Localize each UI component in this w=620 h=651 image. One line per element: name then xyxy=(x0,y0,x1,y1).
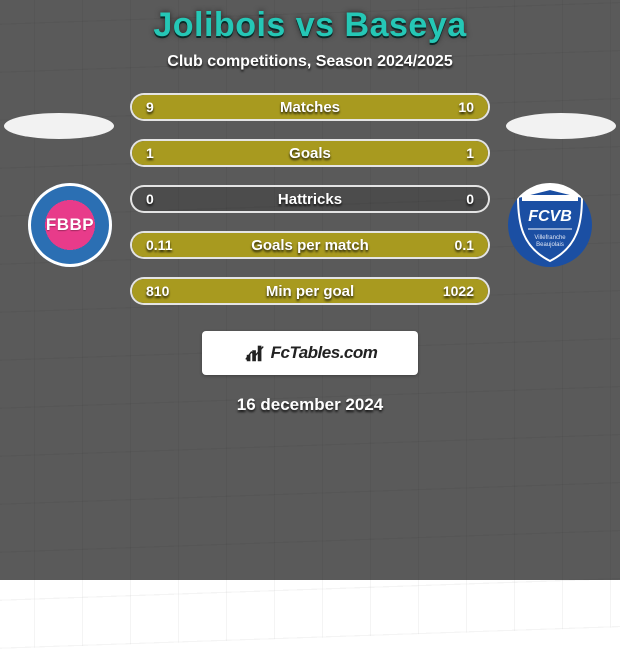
stat-label: Matches xyxy=(280,99,340,116)
svg-text:FCVB: FCVB xyxy=(528,208,572,225)
stat-value-left: 810 xyxy=(146,283,169,299)
stat-label: Goals per match xyxy=(251,237,369,254)
club-logo-right: FCVB Villefranche Beaujolais xyxy=(508,183,592,267)
stat-value-left: 9 xyxy=(146,99,154,115)
stat-value-right: 1022 xyxy=(443,283,474,299)
comparison-infographic: Jolibois vs Baseya Club competitions, Se… xyxy=(0,0,620,580)
stat-fill-left xyxy=(132,141,310,165)
shield-icon: FCVB Villefranche Beaujolais xyxy=(508,183,592,267)
stat-value-right: 0.1 xyxy=(455,237,474,253)
player-photo-right-placeholder xyxy=(506,113,616,139)
club-abbr-left: FBBP xyxy=(46,215,94,235)
stat-value-right: 10 xyxy=(458,99,474,115)
stat-label: Min per goal xyxy=(266,283,354,300)
stat-fill-right xyxy=(310,141,488,165)
stat-row: 810 1022 Min per goal xyxy=(130,277,490,305)
stat-value-left: 0.11 xyxy=(146,237,172,253)
stat-value-right: 1 xyxy=(466,145,474,161)
attribution-badge: FcTables.com xyxy=(202,331,418,375)
player-photo-left-placeholder xyxy=(4,113,114,139)
attribution-text: FcTables.com xyxy=(271,343,378,363)
stat-row: 1 1 Goals xyxy=(130,139,490,167)
svg-text:Villefranche: Villefranche xyxy=(534,235,566,241)
club-logo-left: FBBP xyxy=(28,183,112,267)
subtitle: Club competitions, Season 2024/2025 xyxy=(0,53,620,71)
stat-row: 9 10 Matches xyxy=(130,93,490,121)
stat-value-right: 0 xyxy=(466,191,474,207)
stat-fill-left xyxy=(132,95,299,119)
bar-chart-icon xyxy=(243,342,267,364)
svg-text:Beaujolais: Beaujolais xyxy=(536,242,564,248)
stat-label: Goals xyxy=(289,145,331,162)
content-area: FBBP FCVB Villefranche Beaujolais 910Mat… xyxy=(0,93,620,415)
date-label: 16 december 2024 xyxy=(0,395,620,415)
page-title: Jolibois vs Baseya xyxy=(0,6,620,45)
stat-value-left: 0 xyxy=(146,191,154,207)
stats-list: 9 10 Matches 1 1 Goals 0 0 Hattricks 0.11 0.1 Goals… xyxy=(130,93,490,305)
stat-row: 0.11 0.1 Goals per match xyxy=(130,231,490,259)
stat-value-left: 1 xyxy=(146,145,154,161)
stat-label: Hattricks xyxy=(278,191,342,208)
stat-row: 0 0 Hattricks xyxy=(130,185,490,213)
